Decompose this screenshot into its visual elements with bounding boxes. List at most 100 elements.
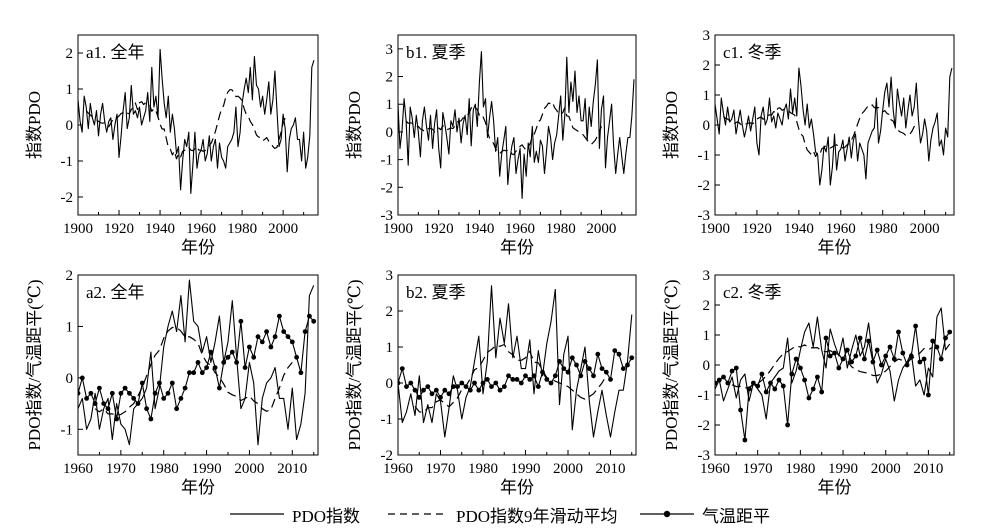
x-tick-label: 2000: [586, 221, 616, 237]
data-point: [904, 362, 910, 368]
data-point: [157, 380, 162, 386]
data-point: [126, 390, 132, 396]
panel-label: a1. 全年: [86, 43, 145, 62]
data-point: [251, 354, 257, 360]
data-point: [608, 377, 613, 382]
data-point: [578, 373, 584, 379]
series-line-dot-line: [715, 325, 951, 441]
x-tick-label: 2000: [268, 221, 298, 237]
data-point: [926, 392, 931, 398]
data-point: [281, 329, 287, 334]
data-point: [182, 385, 188, 391]
data-point: [433, 387, 439, 393]
x-tick-label: 1920: [104, 221, 134, 237]
y-tick-label: -3: [698, 208, 711, 224]
y-tick-label: 2: [66, 46, 74, 62]
data-point: [272, 334, 278, 340]
x-tick-label: 1940: [784, 221, 814, 237]
y-tick-label: 2: [703, 58, 711, 74]
data-point: [793, 356, 799, 362]
data-point: [879, 362, 884, 368]
data-point: [161, 396, 167, 401]
x-axis-label: 年份: [500, 238, 534, 257]
data-point: [165, 390, 171, 396]
x-tick-label: 1960: [383, 461, 413, 477]
data-point: [88, 390, 94, 396]
data-point: [938, 356, 944, 362]
legend-item-pdo-index: PDO指数: [228, 502, 360, 526]
legend-label-temperature-anomaly: 气温距平: [702, 506, 770, 526]
y-axis-label: PDO指数/气温距平(℃): [345, 279, 364, 450]
y-tick-label: -2: [61, 190, 74, 206]
series-dashed-line: [722, 104, 917, 158]
data-point: [908, 353, 914, 359]
data-point: [204, 365, 210, 370]
data-point: [212, 365, 218, 370]
y-tick-label: 1: [703, 328, 711, 344]
data-point: [840, 356, 846, 362]
series-dashed-line: [405, 101, 602, 156]
x-axis-label: 年份: [181, 478, 215, 497]
x-tick-label: 1980: [785, 461, 815, 477]
data-point: [891, 356, 897, 362]
data-point: [772, 386, 778, 392]
data-point: [721, 374, 726, 380]
data-point: [514, 377, 520, 382]
data-point: [552, 373, 558, 379]
legend-item-temperature-anomaly: 气温距平: [638, 502, 770, 526]
data-point: [725, 380, 731, 386]
data-point: [849, 359, 854, 365]
x-tick-label: 1960: [826, 221, 856, 237]
data-point: [896, 329, 901, 335]
legend-item-pdo-9yr-moving-average: PDO指数9年滑动平均: [386, 502, 618, 526]
data-point: [404, 384, 409, 389]
data-point: [255, 334, 261, 340]
data-point: [629, 355, 635, 361]
y-tick-label: 1: [66, 319, 74, 335]
y-tick-label: 0: [386, 125, 394, 141]
y-tick-label: -2: [381, 180, 394, 196]
series-group: [715, 67, 953, 186]
x-tick-label: 1980: [468, 461, 498, 477]
data-point: [836, 365, 842, 371]
data-point: [97, 385, 102, 391]
data-point: [416, 395, 422, 400]
y-tick-label: 2: [386, 304, 394, 320]
data-point: [620, 366, 626, 371]
data-point: [763, 389, 769, 395]
data-point: [199, 370, 205, 376]
x-tick-label: 2000: [234, 461, 264, 477]
data-point: [535, 384, 541, 389]
data-point: [131, 396, 137, 401]
data-point: [277, 313, 282, 319]
x-tick-label: 1980: [868, 221, 898, 237]
y-tick-label: -1: [381, 412, 394, 428]
data-point: [302, 329, 308, 334]
data-point: [715, 380, 718, 386]
y-axis-label: 指数PDO: [662, 91, 681, 159]
data-point: [742, 437, 748, 443]
y-tick-label: -1: [61, 154, 74, 170]
data-point: [467, 387, 473, 393]
data-point: [187, 370, 192, 376]
y-tick-label: 3: [386, 42, 394, 58]
data-point: [247, 344, 252, 350]
data-point: [480, 380, 486, 386]
data-point: [810, 386, 816, 392]
data-point: [195, 360, 201, 365]
panel-label: b2. 夏季: [406, 283, 466, 302]
panel-label: b1. 夏季: [406, 43, 466, 62]
series-solid-line: [78, 48, 315, 194]
x-tick-label: 2010: [596, 461, 626, 477]
data-point: [827, 353, 833, 359]
data-point: [289, 339, 295, 345]
panel-label: a2. 全年: [86, 283, 145, 302]
panel-b2: -2 -1 0 1 2 3 1960 1970 1980 1990 2000 2010 年份 PDO指数/…: [345, 268, 637, 497]
data-point: [139, 380, 145, 386]
series-group: [715, 307, 953, 443]
data-point: [755, 383, 761, 389]
data-point: [523, 373, 528, 379]
data-point: [421, 387, 426, 393]
data-point: [586, 366, 592, 371]
series-dashed-line: [731, 344, 934, 389]
